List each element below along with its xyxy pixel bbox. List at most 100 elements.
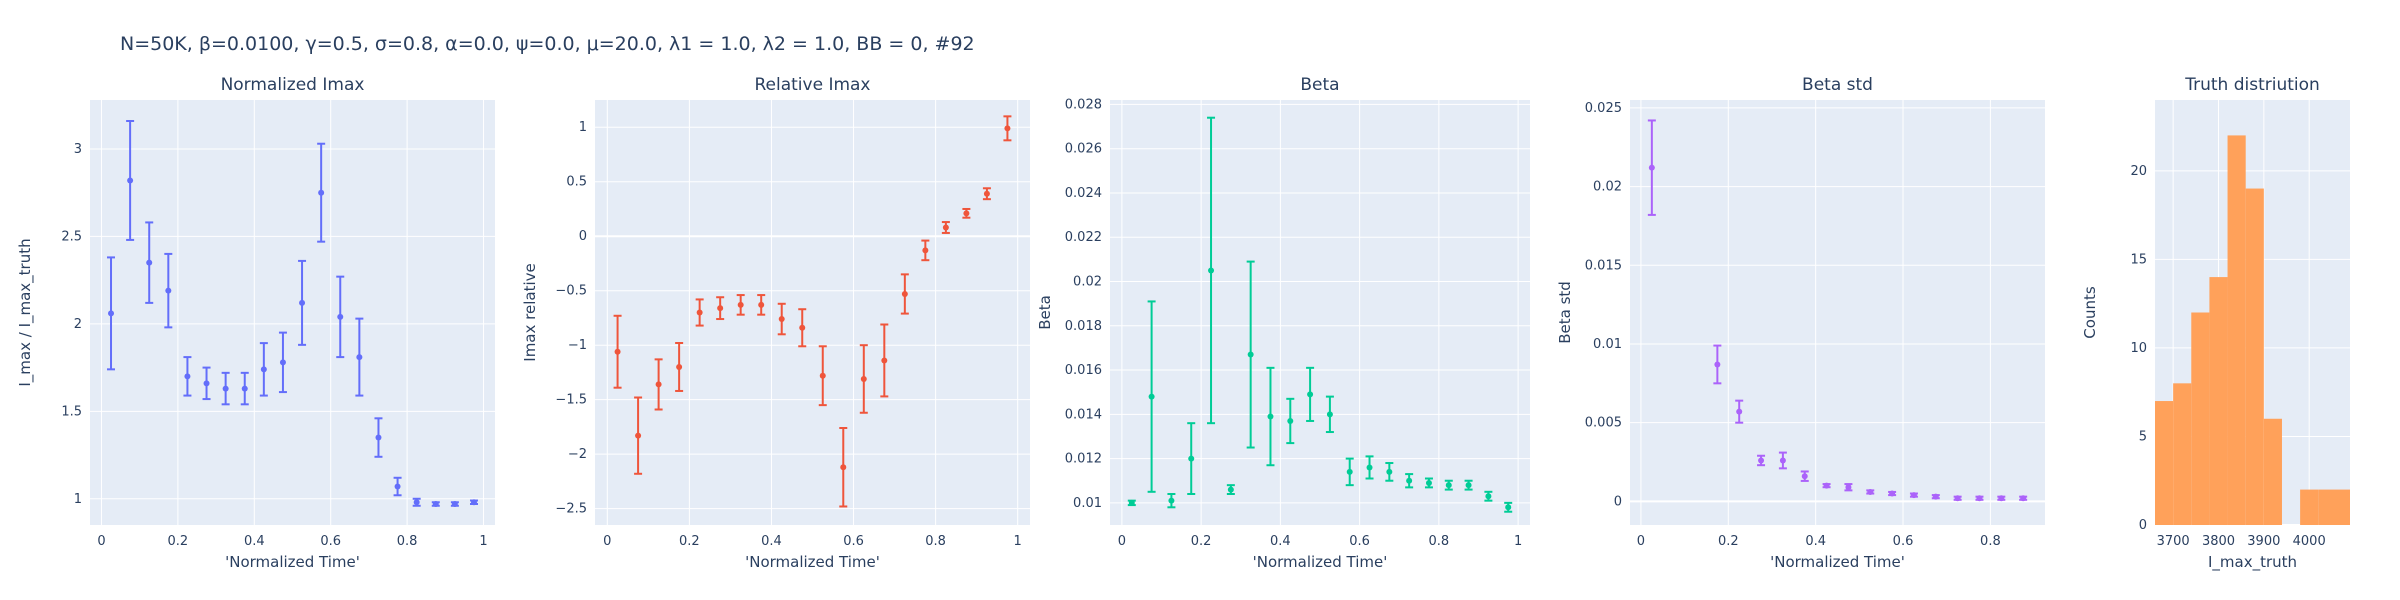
plot-area	[90, 100, 495, 525]
data-point	[1648, 164, 1655, 171]
data-point	[696, 309, 703, 316]
data-point	[2020, 495, 2027, 502]
x-axis-label: 'Normalized Time'	[225, 553, 360, 571]
x-tick-label: 0.8	[1980, 534, 2001, 549]
series-marks	[107, 119, 478, 508]
subplot-title: Truth distriution	[2184, 75, 2320, 95]
y-axis-label: I_max / I_max_truth	[16, 238, 35, 386]
histogram-bar	[2263, 418, 2282, 525]
data-point	[1932, 493, 1939, 500]
y-tick-label: −2	[568, 447, 587, 462]
y-tick-label: 0.022	[1065, 230, 1102, 245]
x-tick-label: 0.2	[168, 534, 189, 549]
y-tick-label: 0.015	[1585, 258, 1622, 273]
y-tick-label: 0	[1614, 494, 1622, 509]
data-point	[1954, 495, 1961, 502]
x-tick-label: 1	[479, 534, 487, 549]
x-tick-label: 1	[1014, 534, 1022, 549]
data-point	[881, 357, 888, 364]
data-point	[655, 381, 662, 388]
x-axis-label: 'Normalized Time'	[1253, 553, 1388, 571]
data-point	[1307, 391, 1314, 398]
data-point	[1004, 125, 1011, 132]
data-point	[1465, 482, 1472, 489]
x-tick-label: 0.8	[397, 534, 418, 549]
data-point	[614, 348, 621, 355]
histogram-bar	[2227, 135, 2246, 525]
data-point	[1823, 482, 1830, 489]
data-point	[1845, 484, 1852, 491]
y-tick-label: 5	[2139, 429, 2147, 444]
x-tick-label: 0	[603, 534, 611, 549]
data-point	[127, 177, 134, 184]
data-point	[1267, 413, 1274, 420]
histogram-bar	[2155, 401, 2174, 525]
data-point	[184, 373, 191, 380]
subplot-2: 0 0.2 0.4 0.6 0.8 1 −2.5 −2 −1.5 −1 −0.5 0 0.5 1 Relat…	[521, 75, 1030, 571]
y-tick-label: −1	[568, 338, 587, 353]
x-tick-label: 0.8	[925, 534, 946, 549]
data-point	[1227, 486, 1234, 493]
data-point	[778, 316, 785, 323]
data-point	[922, 247, 929, 254]
data-point	[413, 499, 420, 506]
subplot-4: 0 0.2 0.4 0.6 0.8 0 0.005 0.01 0.015 0.02 0.025 Bet…	[1556, 75, 2045, 571]
data-point	[375, 434, 382, 441]
data-point	[1287, 417, 1294, 424]
data-point	[241, 385, 248, 392]
data-point	[1736, 408, 1743, 415]
x-tick-label: 0	[1118, 534, 1126, 549]
data-point	[470, 499, 477, 506]
x-tick-label: 0.4	[1270, 534, 1291, 549]
x-tick-label: 1	[1514, 534, 1522, 549]
histogram-bar	[2245, 188, 2264, 525]
data-point	[758, 301, 765, 308]
data-point	[840, 464, 847, 471]
data-point	[1976, 495, 1983, 502]
y-tick-label: 0.025	[1585, 101, 1622, 116]
data-point	[1247, 351, 1254, 358]
data-point	[819, 372, 826, 379]
series-marks	[1127, 116, 1513, 513]
y-tick-label: 0.028	[1065, 97, 1102, 112]
data-point	[1386, 468, 1393, 475]
subplot-title: Normalized Imax	[221, 75, 365, 95]
histogram-bar	[2191, 312, 2210, 525]
data-point	[1406, 477, 1413, 484]
series-marks	[613, 115, 1012, 508]
subplot-title: Beta	[1300, 75, 1339, 95]
data-point	[1867, 488, 1874, 495]
y-tick-label: −0.5	[555, 284, 587, 299]
subplot-title: Beta std	[1802, 75, 1873, 95]
data-point	[1128, 499, 1135, 506]
x-tick-label: 0.4	[761, 534, 782, 549]
data-point	[942, 224, 949, 231]
y-tick-label: 0.01	[1593, 337, 1622, 352]
data-point	[1758, 457, 1765, 464]
data-point	[1889, 490, 1896, 497]
y-tick-label: 0.5	[566, 175, 587, 190]
x-tick-label: 0.6	[1893, 534, 1914, 549]
data-point	[799, 324, 806, 331]
y-tick-label: 0.02	[1073, 275, 1102, 290]
x-tick-label: 3800	[2202, 534, 2235, 549]
x-tick-label: 0.2	[1191, 534, 1212, 549]
data-point	[717, 305, 724, 312]
y-tick-label: 0.02	[1593, 180, 1622, 195]
histogram-bar	[2173, 383, 2192, 525]
data-point	[279, 359, 286, 366]
x-axis-label: 'Normalized Time'	[745, 553, 880, 571]
data-point	[432, 501, 439, 508]
x-axis-label: I_max_truth	[2208, 553, 2297, 572]
data-point	[356, 354, 363, 361]
x-tick-label: 0.4	[1805, 534, 1826, 549]
plot-area	[595, 100, 1030, 525]
y-tick-label: 1.5	[61, 404, 82, 419]
x-tick-label: 3900	[2247, 534, 2280, 549]
y-tick-label: 3	[74, 142, 82, 157]
subplot-5: 3700 3800 3900 4000 0 5 10 15 20 Truth distriutio…	[2081, 75, 2350, 572]
x-tick-label: 3700	[2157, 534, 2190, 549]
histogram-bar	[2300, 489, 2319, 525]
data-point	[635, 432, 642, 439]
y-axis-label: Beta std	[1556, 281, 1574, 344]
